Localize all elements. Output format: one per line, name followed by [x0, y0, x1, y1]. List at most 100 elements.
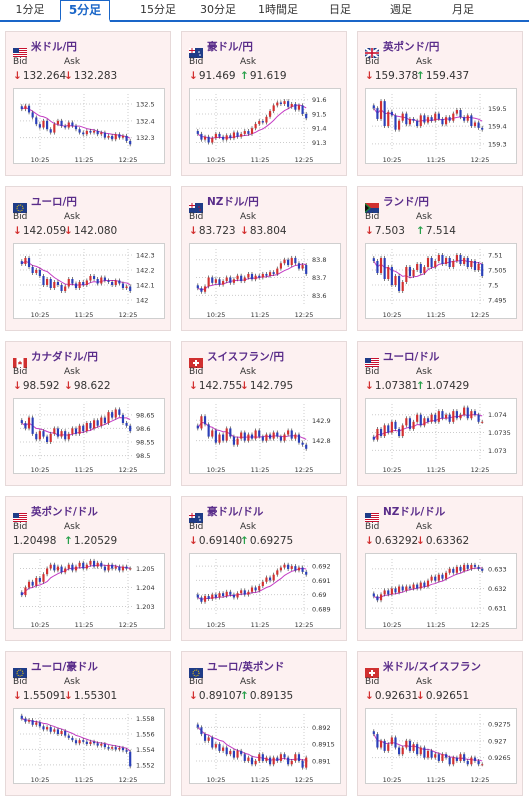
- candle: [408, 267, 412, 276]
- price-chart[interactable]: 0.9275 0.927 0.9265 10:25 11:25 12:25: [365, 708, 517, 784]
- pair-title[interactable]: NZドル/ドル: [383, 506, 446, 518]
- ask-price: 1.20529: [73, 535, 118, 547]
- rate-card[interactable]: 英ポンド/ドル Bid Ask 1.20498 ↑1.20529 1.205 1.204 1.…: [5, 496, 171, 641]
- candle: [294, 754, 297, 761]
- price-chart[interactable]: 91.6 91.5 91.4 91.3 10:25 11:25 12:25: [189, 88, 341, 164]
- tab-2[interactable]: 5分足: [60, 0, 110, 22]
- candle: [82, 425, 85, 432]
- candle: [20, 261, 23, 264]
- rate-card[interactable]: NZドル/ドル Bid Ask ↓0.63292 ↓0.63362 0.633 0.632 0…: [357, 496, 523, 641]
- bid-label: Bid: [365, 367, 380, 377]
- bid-value: ↓0.69140: [189, 535, 242, 547]
- rate-card[interactable]: 豪ドル/ドル Bid Ask ↓0.69140 ↑0.69275 0.692 0.691 0.…: [181, 496, 347, 641]
- rate-card[interactable]: ユーロ/英ポンド Bid Ask ↓0.89107 ↑0.89135 0.892 0.891…: [181, 651, 347, 796]
- rate-card[interactable]: 米ドル/スイスフラン Bid Ask ↓0.92631 ↓0.92651 0.9275 0.…: [357, 651, 523, 796]
- y-tick-label: 1.556: [136, 731, 155, 739]
- ask-label: Ask: [416, 677, 433, 687]
- candle: [297, 754, 301, 761]
- candle: [211, 594, 214, 599]
- tab-3[interactable]: 15分足: [140, 3, 176, 16]
- y-tick-label: 0.691: [312, 577, 331, 585]
- rate-card[interactable]: カナダドル/円 Bid Ask ↓98.592 ↓98.622 98.65 98.6 98.5…: [5, 341, 171, 486]
- pair-title[interactable]: カナダドル/円: [31, 351, 98, 363]
- price-chart[interactable]: 83.8 83.7 83.6 10:25 11:25 12:25: [189, 243, 341, 319]
- candle: [408, 740, 412, 751]
- candle: [470, 757, 473, 765]
- price-chart[interactable]: 132.5 132.4 132.3 10:25 11:25 12:25: [13, 88, 165, 164]
- arrow-up-icon: ↑: [416, 70, 425, 82]
- candle: [473, 411, 477, 415]
- tab-5[interactable]: 1時間足: [258, 3, 298, 16]
- rate-card[interactable]: 米ドル/円 Bid Ask ↓132.264 ↓132.283 132.5 132.4 132…: [5, 31, 171, 176]
- pair-title[interactable]: 豪ドル/ドル: [207, 506, 264, 518]
- rate-card[interactable]: 豪ドル/円 Bid Ask ↓91.469 ↑91.619 91.6 91.5 91.4 91.…: [181, 31, 347, 176]
- price-chart[interactable]: 1.558 1.556 1.554 1.552 10:25 11:25 12:25: [13, 708, 165, 784]
- x-tick-label: 12:25: [295, 311, 314, 319]
- rate-card[interactable]: ユーロ/豪ドル Bid Ask ↓1.55091 ↓1.55301 1.558 1.556 1…: [5, 651, 171, 796]
- candle: [394, 737, 397, 748]
- candle: [71, 737, 74, 741]
- candle: [196, 425, 199, 429]
- candle: [379, 594, 383, 601]
- candle: [53, 564, 56, 571]
- pair-title[interactable]: 米ドル/円: [31, 41, 77, 53]
- candle: [426, 418, 430, 422]
- candle: [56, 566, 60, 571]
- pair-title[interactable]: ユーロ/円: [31, 196, 77, 208]
- price-chart[interactable]: 142.3 142.2 142.1 142 10:25 11:25 12:25: [13, 243, 165, 319]
- candle: [473, 757, 477, 761]
- candle: [405, 740, 408, 748]
- pair-title[interactable]: 豪ドル/円: [207, 41, 253, 53]
- price-chart[interactable]: 1.205 1.204 1.203 10:25 11:25 12:25: [13, 553, 165, 629]
- price-chart[interactable]: 7.51 7.505 7.5 7.495 10:25 11:25 12:25: [365, 243, 517, 319]
- price-chart[interactable]: 142.9 142.8 10:25 11:25 12:25: [189, 398, 341, 474]
- tab-1[interactable]: 1分足: [15, 3, 45, 16]
- candle: [372, 731, 375, 735]
- candle: [211, 430, 214, 437]
- bid-label: Bid: [189, 57, 204, 67]
- tab-4[interactable]: 30分足: [200, 3, 236, 16]
- candle: [35, 578, 38, 586]
- rate-card[interactable]: NZドル/円 Bid Ask ↓83.723 ↓83.804 83.8 83.7 83.6 10…: [181, 186, 347, 331]
- price-chart[interactable]: 0.692 0.691 0.69 0.689 10:25 11:25 12:25: [189, 553, 341, 629]
- pair-title[interactable]: 英ポンド/円: [383, 41, 440, 53]
- candle: [455, 255, 458, 261]
- y-tick-label: 98.5: [136, 452, 150, 460]
- rate-card[interactable]: 英ポンド/円 Bid Ask ↓159.378 ↑159.437 159.5 159.4 15…: [357, 31, 523, 176]
- candle: [398, 586, 401, 593]
- rate-card[interactable]: ランド/円 Bid Ask ↓7.503 ↑7.514 7.51 7.505 7.5 7.495…: [357, 186, 523, 331]
- x-tick-label: 12:25: [471, 156, 490, 164]
- pair-title[interactable]: スイスフラン/円: [207, 351, 285, 363]
- x-tick-label: 10:25: [207, 621, 226, 629]
- pair-title[interactable]: 英ポンド/ドル: [31, 506, 98, 518]
- ask-label: Ask: [64, 57, 81, 67]
- bid-price: 1.55091: [22, 690, 67, 702]
- ask-value: ↑7.514: [416, 225, 456, 237]
- rate-card[interactable]: スイスフラン/円 Bid Ask ↓142.755 ↓142.795 142.9 142.8…: [181, 341, 347, 486]
- candle: [250, 273, 254, 280]
- pair-title[interactable]: ランド/円: [383, 196, 429, 208]
- y-tick-label: 132.4: [136, 117, 155, 125]
- price-chart[interactable]: 0.633 0.632 0.631 10:25 11:25 12:25: [365, 553, 517, 629]
- price-chart[interactable]: 0.892 0.8915 0.891 10:25 11:25 12:25: [189, 708, 341, 784]
- candle: [31, 112, 34, 118]
- pair-title[interactable]: ユーロ/ドル: [383, 351, 440, 363]
- tab-8[interactable]: 月足: [452, 3, 474, 16]
- arrow-down-icon: ↓: [64, 690, 73, 702]
- tab-6[interactable]: 日足: [329, 3, 351, 16]
- price-chart[interactable]: 98.65 98.6 98.55 98.5 10:25 11:25 12:25: [13, 398, 165, 474]
- price-chart[interactable]: 1.074 1.0735 1.073 10:25 11:25 12:25: [365, 398, 517, 474]
- bid-value: ↓0.63292: [365, 535, 418, 547]
- candle: [477, 264, 480, 270]
- rate-card[interactable]: ユーロ/円 Bid Ask ↓142.059 ↓142.080 142.3 142.2 142…: [5, 186, 171, 331]
- candle: [405, 113, 408, 125]
- pair-title[interactable]: ユーロ/英ポンド: [207, 661, 285, 673]
- candle: [243, 432, 246, 441]
- price-chart[interactable]: 159.5 159.4 159.3 10:25 11:25 12:25: [365, 88, 517, 164]
- tab-7[interactable]: 週足: [390, 3, 412, 16]
- ask-label: Ask: [240, 57, 257, 67]
- pair-title[interactable]: ユーロ/豪ドル: [31, 661, 98, 673]
- rate-card[interactable]: ユーロ/ドル Bid Ask ↓1.07381 ↑1.07429 1.074 1.0735 1…: [357, 341, 523, 486]
- pair-title[interactable]: 米ドル/スイスフラン: [383, 661, 482, 673]
- pair-title[interactable]: NZドル/円: [207, 196, 259, 208]
